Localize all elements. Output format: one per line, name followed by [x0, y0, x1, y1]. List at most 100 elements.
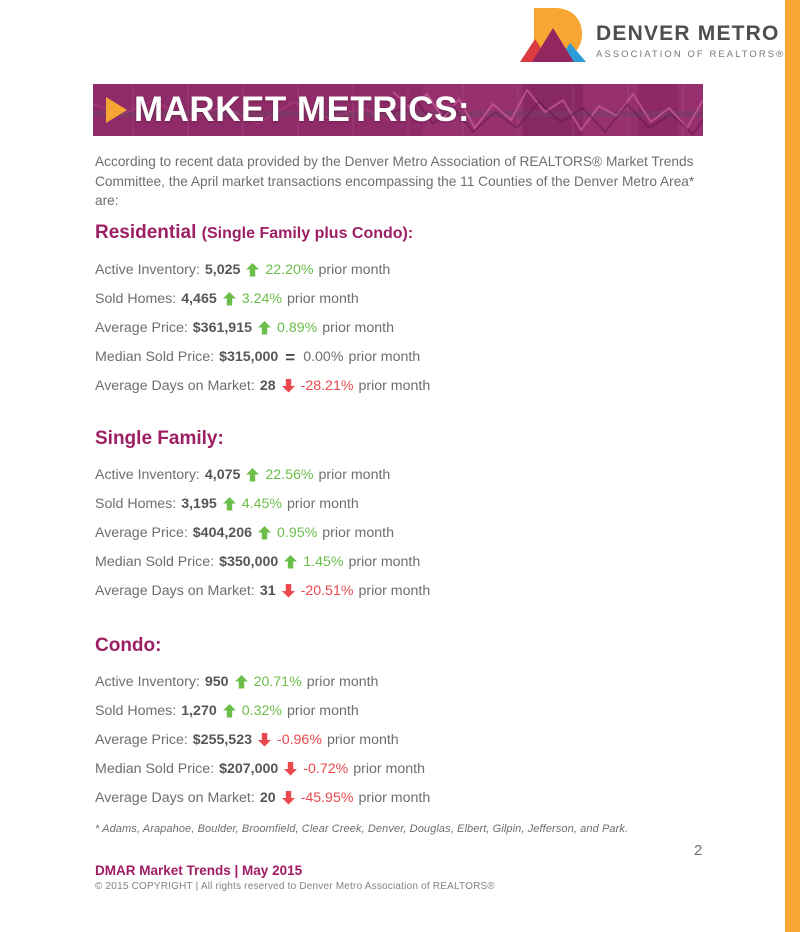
stat-row: Active Inventory: 5,025 22.20% prior month [95, 256, 713, 285]
banner-title: MARKET METRICS: [134, 90, 471, 129]
section-heading: Single Family: [95, 427, 713, 451]
stat-label: Median Sold Price: [95, 554, 215, 570]
stat-suffix: prior month [358, 583, 431, 599]
down-arrow-icon [257, 733, 271, 747]
stat-label: Average Days on Market: [95, 378, 255, 394]
stat-suffix: prior month [318, 262, 391, 278]
play-triangle-icon [106, 97, 127, 123]
stat-suffix: prior month [286, 291, 359, 307]
stat-value: $207,000 [219, 761, 279, 777]
down-arrow-icon [281, 379, 295, 393]
stat-value: 31 [259, 583, 276, 599]
stat-change: -20.51% [300, 583, 354, 599]
stat-row: Average Days on Market: 20 -45.95% prior mo… [95, 784, 713, 813]
stat-list: Active Inventory: 4,075 22.56% prior month S… [95, 461, 713, 606]
up-arrow-icon [284, 555, 298, 569]
stat-row: Active Inventory: 4,075 22.56% prior month [95, 461, 713, 490]
stat-value: $315,000 [219, 349, 279, 365]
stat-row: Median Sold Price: $350,000 1.45% prior mon… [95, 548, 713, 577]
stat-row: Sold Homes: 4,465 3.24% prior month [95, 285, 713, 314]
down-arrow-icon [281, 791, 295, 805]
stat-change: -0.96% [276, 732, 322, 748]
section-heading: Residential (Single Family plus Condo): [95, 221, 713, 246]
stat-row: Average Price: $255,523 -0.96% prior month [95, 726, 713, 755]
section-title: Residential [95, 221, 197, 243]
stat-suffix: prior month [306, 674, 379, 690]
dmar-logo: DENVER METRO ASSOCIATION OF REALTORS® [519, 7, 785, 69]
stat-value: 1,270 [181, 703, 217, 719]
metrics-section: Condo: Active Inventory: 950 20.71% prior mo… [95, 634, 713, 813]
stat-suffix: prior month [358, 378, 431, 394]
stat-value: $255,523 [192, 732, 252, 748]
stat-label: Active Inventory: [95, 674, 200, 690]
section-subtitle: (Single Family plus Condo): [201, 224, 414, 242]
up-arrow-icon [246, 468, 260, 482]
up-arrow-icon [222, 704, 236, 718]
stat-change: 1.45% [303, 554, 344, 570]
stat-row: Average Price: $404,206 0.95% prior month [95, 519, 713, 548]
stat-row: Average Days on Market: 31 -20.51% prior mo… [95, 577, 713, 606]
dmar-logo-icon [519, 7, 587, 69]
stat-label: Active Inventory: [95, 262, 200, 278]
stat-suffix: prior month [358, 790, 431, 806]
market-metrics-banner: MARKET METRICS: [93, 84, 703, 136]
banner-chart-pattern [93, 84, 703, 136]
page-number: 2 [694, 842, 703, 859]
stat-label: Average Days on Market: [95, 790, 255, 806]
stat-row: Sold Homes: 1,270 0.32% prior month [95, 697, 713, 726]
stat-change: -28.21% [300, 378, 354, 394]
stat-value: 5,025 [204, 262, 241, 278]
orange-edge-bar [785, 0, 800, 932]
up-arrow-icon [234, 675, 248, 689]
report-body: According to recent data provided by the… [95, 152, 713, 835]
stat-label: Sold Homes: [95, 703, 177, 719]
stat-change: 0.95% [276, 525, 318, 541]
stat-label: Average Price: [95, 320, 188, 336]
down-arrow-icon [284, 762, 298, 776]
metrics-section: Residential (Single Family plus Condo): A… [95, 221, 713, 401]
stat-suffix: prior month [322, 525, 394, 541]
stat-row: Median Sold Price: $315,000 = 0.00% prior mo… [95, 343, 713, 372]
banner-content: MARKET METRICS: [93, 84, 703, 136]
stat-row: Median Sold Price: $207,000 -0.72% prior mo… [95, 755, 713, 784]
stat-label: Average Price: [95, 732, 188, 748]
stat-label: Sold Homes: [95, 496, 177, 512]
stat-label: Average Days on Market: [95, 583, 255, 599]
stat-change: 0.89% [276, 320, 318, 336]
up-arrow-icon [246, 263, 260, 277]
stat-value: $404,206 [192, 525, 252, 541]
county-footnote: * Adams, Arapahoe, Boulder, Broomfield, … [95, 822, 629, 835]
dmar-logo-text: DENVER METRO ASSOCIATION OF REALTORS® [596, 16, 785, 59]
stat-suffix: prior month [286, 703, 359, 719]
stat-value: 950 [204, 674, 229, 690]
footer-copyright-line: © 2015 COPYRIGHT | All rights reserved t… [95, 881, 495, 892]
stat-suffix: prior month [353, 761, 425, 777]
stat-suffix: prior month [318, 467, 391, 483]
up-arrow-icon [222, 292, 236, 306]
stat-row: Sold Homes: 3,195 4.45% prior month [95, 490, 713, 519]
stat-list: Active Inventory: 5,025 22.20% prior month S… [95, 256, 713, 401]
stat-change: 0.32% [241, 703, 282, 719]
stat-change: -0.72% [303, 761, 349, 777]
metrics-section: Single Family: Active Inventory: 4,075 22.5… [95, 427, 713, 606]
stat-value: 28 [259, 378, 276, 394]
section-title: Condo: [95, 634, 162, 656]
stat-change: 3.24% [241, 291, 282, 307]
stat-row: Average Price: $361,915 0.89% prior month [95, 314, 713, 343]
stat-change: 4.45% [241, 496, 282, 512]
stat-label: Average Price: [95, 525, 188, 541]
stat-suffix: prior month [322, 320, 394, 336]
stat-change: 20.71% [253, 674, 302, 690]
stat-change: 22.56% [265, 467, 314, 483]
stat-row: Active Inventory: 950 20.71% prior month [95, 668, 713, 697]
stat-value: 3,195 [181, 496, 217, 512]
stat-list: Active Inventory: 950 20.71% prior month Sol… [95, 668, 713, 813]
down-arrow-icon [281, 584, 295, 598]
intro-paragraph: According to recent data provided by the… [95, 154, 695, 208]
logo-tagline: ASSOCIATION OF REALTORS® [596, 48, 786, 60]
stat-suffix: prior month [348, 349, 421, 365]
stat-suffix: prior month [326, 732, 399, 748]
equals-icon: = [285, 347, 296, 367]
stat-label: Sold Homes: [95, 291, 177, 307]
